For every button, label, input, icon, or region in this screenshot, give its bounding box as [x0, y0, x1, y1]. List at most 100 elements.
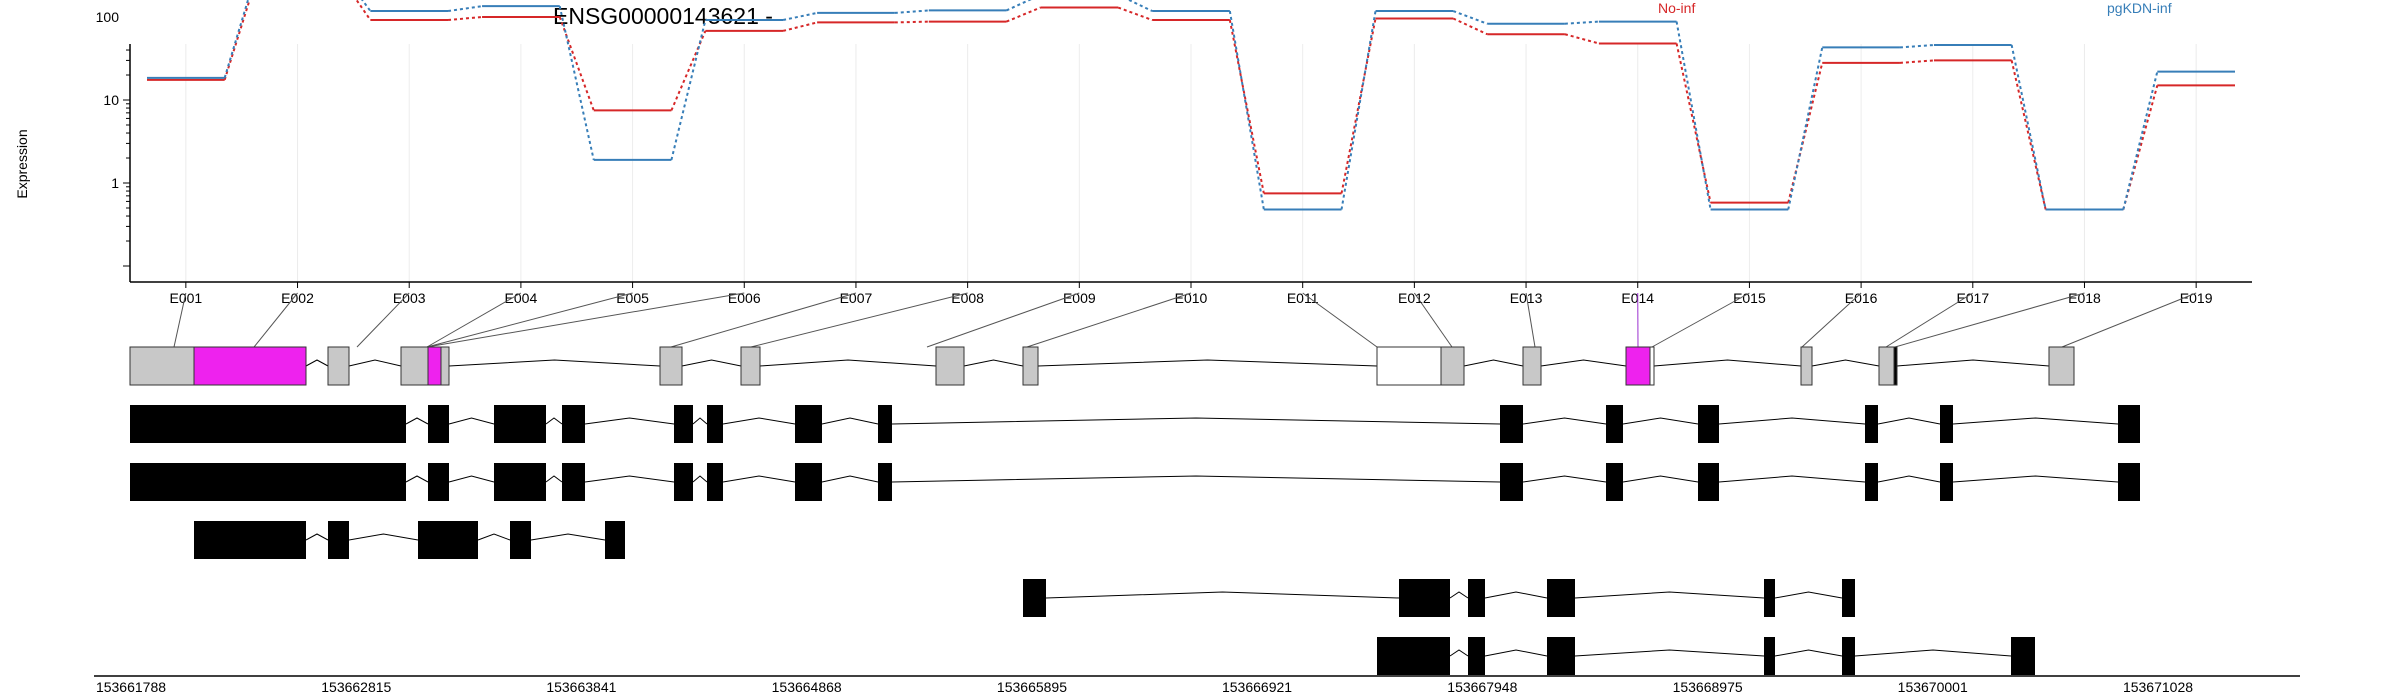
transcript-exon [1500, 463, 1523, 501]
x-tick-label: E016 [1845, 290, 1878, 306]
intron-line [448, 417, 495, 425]
x-tick-label: E017 [1956, 290, 1989, 306]
series-connector [1899, 43, 1935, 49]
series-connector [2010, 60, 2047, 210]
exon-connector [173, 292, 187, 348]
intron-line [1463, 359, 1524, 367]
exon-connector [253, 292, 298, 348]
transcript-exon [1377, 637, 1450, 675]
x-tick-label: E004 [505, 290, 538, 306]
exon-track [129, 346, 2075, 386]
exon-block [1625, 346, 1651, 386]
intron-line [1045, 591, 1400, 599]
exon-block [1522, 346, 1542, 386]
transcript-exon [1940, 405, 1953, 443]
transcript-exon [1865, 405, 1878, 443]
exon-connector [1894, 292, 2085, 348]
exon-connector [670, 292, 857, 348]
transcript-exon [795, 405, 822, 443]
exon-block [1878, 346, 1895, 386]
transcript-exon [130, 405, 406, 443]
x-tick-label: E018 [2068, 290, 2101, 306]
transcript-exon [418, 521, 478, 559]
transcript-exon [1698, 463, 1719, 501]
intron-line [1484, 591, 1548, 599]
intron-line [1718, 417, 1866, 425]
x-tick-label: E003 [393, 290, 426, 306]
intron-line [821, 475, 879, 483]
intron-line [681, 359, 742, 367]
series-connector [1899, 59, 1935, 64]
exon-connector [750, 292, 968, 348]
transcript-exon [510, 521, 531, 559]
exon-block [1893, 346, 1898, 386]
transcript-exon [1547, 579, 1575, 617]
chart-title: ENSG00000143621 - [553, 3, 773, 29]
x-tick-label: E012 [1398, 290, 1431, 306]
series-connector [1564, 33, 1600, 45]
axes: 1 10 100 E001 E002 E003 E004 E005 E006 E007 E008 E0… [96, 9, 2252, 306]
intron-line [1574, 649, 1765, 657]
genomic-tick-label: 153661788 [96, 679, 166, 695]
transcript-exon [494, 463, 546, 501]
x-tick-label: E002 [281, 290, 314, 306]
intron-line [1896, 359, 2050, 367]
intron-line [1449, 591, 1469, 599]
series-connector [1452, 17, 1488, 36]
series-connector [355, 0, 372, 21]
genomic-axis: 153661788 153662815 153663841 153664868 1536… [94, 675, 2300, 695]
intron-line [1877, 475, 1941, 483]
transcript-exon [878, 405, 892, 443]
transcript-exon [130, 463, 406, 501]
transcript-exon [1842, 637, 1855, 675]
exon-connector [2061, 292, 2197, 348]
transcript-exon [2011, 637, 2035, 675]
intron-line [1540, 359, 1627, 367]
exon-block [2048, 346, 2075, 386]
intron-line [545, 475, 563, 483]
x-tick-label: E006 [728, 290, 761, 306]
genomic-tick-label: 153667948 [1447, 679, 1517, 695]
exon-block [129, 346, 195, 386]
intron-line [1037, 359, 1378, 367]
x-tick-label: E005 [616, 290, 649, 306]
x-tick-label: E019 [2180, 290, 2213, 306]
transcript-exon [878, 463, 892, 501]
transcript-exon [707, 405, 723, 443]
series-connector [447, 16, 483, 22]
series-connector [558, 5, 595, 161]
intron-line [405, 475, 429, 483]
intron-line [1877, 417, 1941, 425]
series-connector [1340, 10, 1377, 210]
transcript-exon [674, 463, 693, 501]
exon-block [440, 346, 450, 386]
transcript-exon [1547, 637, 1575, 675]
genomic-tick-label: 153664868 [772, 679, 842, 695]
intron-line [1811, 359, 1880, 367]
intron-line [305, 359, 329, 367]
series-connector [1787, 47, 1824, 210]
x-tick-label: E009 [1063, 290, 1096, 306]
series-connector [1006, 0, 1032, 12]
transcript-exon [562, 405, 585, 443]
intron-line [1952, 417, 2119, 425]
intron-line [1774, 649, 1843, 657]
intron-line [448, 475, 495, 483]
transcript-exon [194, 521, 306, 559]
transcript-exon [1865, 463, 1878, 501]
exon-block [400, 346, 429, 386]
exon-connector [1801, 292, 1862, 348]
exon-block [740, 346, 761, 386]
intron-line [1653, 359, 1802, 367]
series-connector [558, 16, 595, 111]
exon-connector [426, 292, 633, 348]
intron-line [545, 417, 563, 425]
intron-line [305, 533, 329, 541]
series-connector [1675, 43, 1712, 203]
intron-line [821, 417, 879, 425]
transcript-exon [428, 463, 449, 501]
exon-block [427, 346, 442, 386]
series-connector [782, 21, 818, 32]
exon-connector [1525, 292, 1536, 348]
series-connector [1564, 20, 1599, 25]
